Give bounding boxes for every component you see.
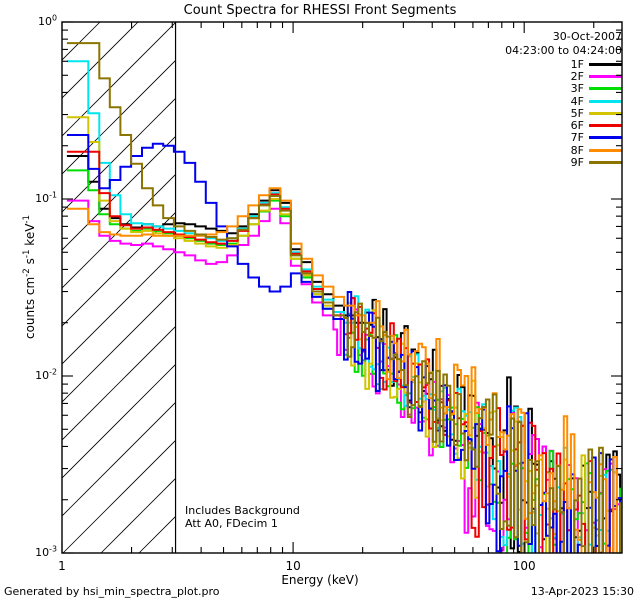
legend-label: 7F <box>570 131 584 145</box>
legend-label: 4F <box>570 94 584 108</box>
series-line-8f <box>66 187 618 553</box>
y-tick-label: 10-3 <box>35 544 57 559</box>
annotation-attenuator: Att A0, FDecim 1 <box>185 517 278 530</box>
footer-generator: Generated by hsi_min_spectra_plot.pro <box>4 585 220 598</box>
legend-color-swatch <box>589 74 622 78</box>
legend-color-swatch <box>589 99 622 103</box>
legend-color-swatch <box>589 87 622 91</box>
series-line-9f <box>66 42 622 553</box>
legend-item-9f: 9F <box>512 156 622 168</box>
page-title: Count Spectra for RHESSI Front Segments <box>183 3 457 18</box>
data-series-group <box>66 42 622 553</box>
observation-date: 30-Oct-2007 <box>552 30 622 43</box>
legend-label: 8F <box>570 143 584 157</box>
legend-label: 3F <box>570 82 584 96</box>
legend-label: 6F <box>570 119 584 133</box>
legend-color-swatch <box>589 124 622 128</box>
y-tick-label: 10-2 <box>35 367 57 382</box>
legend: 1F 2F 3F 4F 5F 6F 7F 8F 9F <box>512 58 622 169</box>
annotation-background: Includes Background <box>185 504 300 517</box>
observation-time-range: 04:23:00 to 04:24:00 <box>505 44 622 57</box>
y-tick-label: 100 <box>37 13 57 28</box>
x-tick-label: 10 <box>285 559 301 573</box>
legend-item-2f: 2F <box>512 70 622 82</box>
legend-color-swatch <box>589 161 622 165</box>
y-tick-label: 10-1 <box>35 190 57 205</box>
legend-item-3f: 3F <box>512 83 622 95</box>
plot-frame <box>61 21 623 554</box>
x-axis-label: Energy (keV) <box>281 573 359 587</box>
legend-item-8f: 8F <box>512 144 622 156</box>
y-axis-label: counts cm-2 s-1 keV-1 <box>22 214 37 340</box>
legend-item-6f: 6F <box>512 119 622 131</box>
legend-label: 1F <box>570 57 584 71</box>
legend-label: 9F <box>570 156 584 170</box>
footer-timestamp: 13-Apr-2023 15:30 <box>530 585 634 598</box>
x-tick-label: 100 <box>512 559 536 573</box>
legend-label: 2F <box>570 69 584 83</box>
legend-color-swatch <box>589 136 622 140</box>
legend-color-swatch <box>589 62 622 66</box>
legend-item-5f: 5F <box>512 107 622 119</box>
legend-item-7f: 7F <box>512 132 622 144</box>
legend-color-swatch <box>589 148 622 152</box>
legend-item-4f: 4F <box>512 95 622 107</box>
legend-item-1f: 1F <box>512 58 622 70</box>
legend-color-swatch <box>589 111 622 115</box>
x-tick-label: 1 <box>58 559 66 573</box>
series-line-1f <box>66 155 622 553</box>
legend-label: 5F <box>570 106 584 120</box>
